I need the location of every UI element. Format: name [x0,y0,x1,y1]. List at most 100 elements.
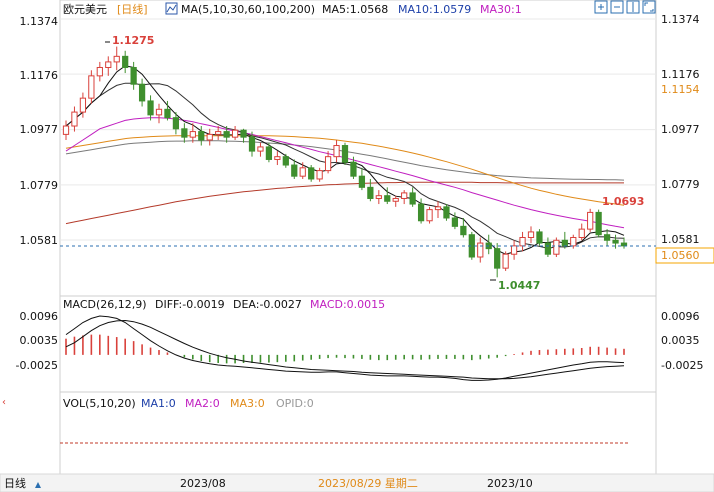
plus-box-icon[interactable] [594,0,608,14]
macd-value: MACD:0.0015 [310,298,385,311]
candle-body [240,129,247,138]
candle-body [308,167,315,180]
candle-body [544,242,552,255]
ma-params-label: MA(5,10,30,60,100,200) [181,3,315,16]
macd-tick-left-1: 0.0035 [20,334,59,347]
period-switch-label[interactable]: 日线 [4,476,26,490]
y-tick-right-2: 1.0977 [661,123,700,136]
candle-body [155,108,163,116]
candle-body [392,197,399,202]
y-tick-right-0: 1.1374 [661,13,700,26]
candle-body [248,136,256,152]
candle-body [257,146,264,152]
macd-tick-left-2: -0.0025 [16,359,58,372]
candle-body [595,211,602,236]
y-tick-left-1: 1.1176 [20,69,59,82]
ma30-line [65,117,625,229]
candle-body [299,167,306,177]
candle-body [460,225,467,236]
candle-body [426,209,433,222]
volume-ma3: MA3:0 [230,397,265,410]
macd-dea-value: DEA:-0.0027 [233,298,302,311]
macd-diff-value: DIFF:-0.0019 [155,298,225,311]
candle-body [570,236,577,247]
candle-body [578,228,585,238]
candle-body [274,156,281,160]
minus-box-icon[interactable] [610,0,624,14]
candle-body [341,145,349,163]
candle-body [367,186,374,199]
candle-body [105,61,112,68]
y-tick-left-3: 1.0779 [20,179,59,192]
candle-body [88,75,95,99]
candle-body [358,175,366,188]
macd-lines [65,315,625,381]
candle-body [536,231,543,244]
candlesticks [62,46,628,278]
candle-body [198,131,205,141]
ma200-line [65,181,624,225]
candle-body [527,231,535,238]
macd-params-label: MACD(26,12,9) [63,298,147,311]
candle-body [130,66,137,85]
candle-body [291,164,298,177]
period-label[interactable]: [日线] [117,2,148,16]
candle-body [206,133,213,141]
footer-bar [0,473,714,492]
recent-high-annotation: 1.0693 [602,195,644,208]
y-tick-right-4: 1.0581 [661,233,700,246]
candle-body [138,83,146,102]
candle-body [324,156,332,172]
last-price-badge [655,247,714,264]
candle-body [215,131,222,135]
low-annotation: 1.0447 [498,279,540,292]
macd-dif-line [65,315,625,381]
volume-ma2: MA2:0 [185,397,220,410]
candle-body [333,145,340,158]
candle-body [79,97,87,113]
y-tick-left-2: 1.0977 [20,123,59,136]
candle-body [231,129,239,138]
high-annotation: 1.1275 [112,34,154,47]
volume-marker-icon: ‹ [2,397,6,408]
macd-dea-line [65,319,625,380]
last-price-value: 1.0560 [661,249,700,262]
candle-body [401,192,408,199]
candle-body [434,206,442,211]
candle-body [553,239,560,255]
ma60-line [65,135,625,206]
symbol-label: 欧元美元 [63,3,107,16]
candle-body [113,55,120,63]
macd-tick-right-1: 0.0035 [661,334,700,347]
ma5-value: MA5:1.0568 [322,3,388,16]
triangle-up-icon[interactable] [35,482,41,488]
candle-body [603,234,611,241]
expand-icon[interactable] [642,0,656,14]
y-tick-right-3: 1.0779 [661,178,700,191]
candle-body [502,253,509,269]
x-label-2: 2023/10 [487,477,533,490]
candle-body [443,206,450,219]
candle-body [409,192,416,205]
ma30-value: MA30:1 [480,3,522,16]
candle-body [375,195,382,199]
price-grid [60,18,656,241]
candle-body [350,161,357,177]
ma10-value: MA10:1.0579 [398,3,471,16]
candle-body [96,66,103,77]
macd-tick-left-0: 0.0096 [20,310,59,323]
candle-body [519,236,526,247]
candle-body [172,117,180,130]
macd-tick-right-0: 0.0096 [661,310,700,323]
book-icon[interactable] [626,0,640,14]
candle-body [561,239,568,247]
period-switch-button[interactable]: 日线 [4,476,41,490]
candle-body [494,248,501,269]
macd-tick-right-2: -0.0025 [661,359,703,372]
indicator-icon[interactable] [165,2,178,15]
volume-opid: OPID:0 [276,397,314,410]
candle-body [181,128,188,138]
candle-body [612,239,619,244]
candle-body [477,242,484,258]
